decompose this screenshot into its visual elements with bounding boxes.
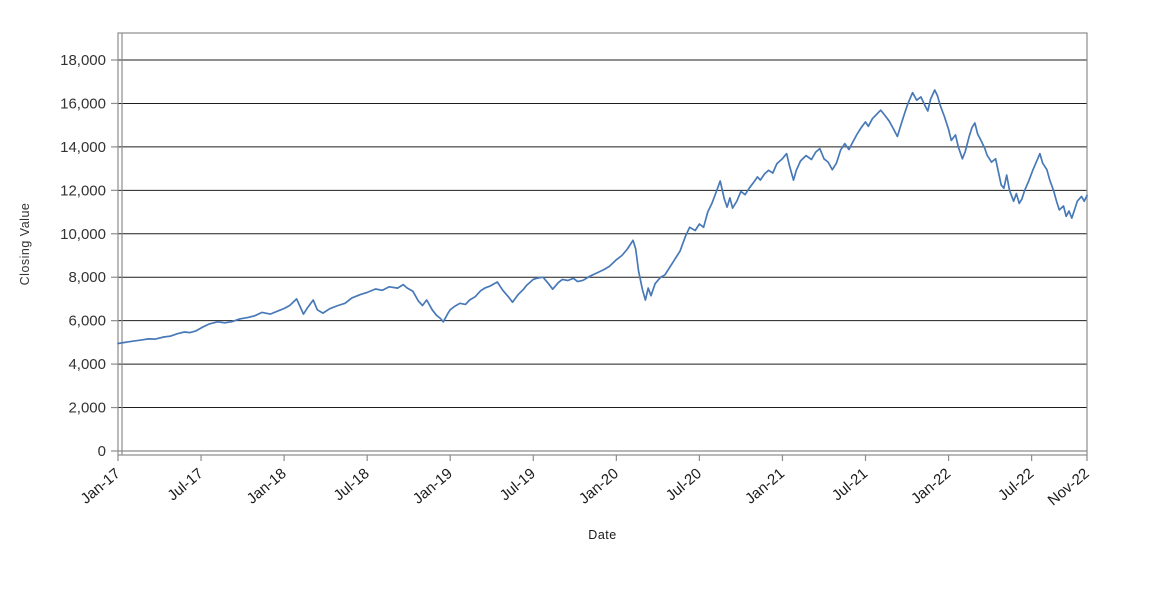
- x-tick-label: Jul-19: [497, 465, 539, 504]
- x-tick-label: Nov-22: [1045, 465, 1093, 509]
- y-tick-label: 4,000: [68, 356, 106, 373]
- plot-frame: [117, 32, 1088, 456]
- x-tick-label: Jan-18: [244, 465, 290, 508]
- series-line-closing-value: [117, 89, 1088, 345]
- y-tick-label: 6,000: [68, 313, 106, 330]
- y-tick-label: 0: [98, 443, 106, 460]
- y-tick-label: 14,000: [60, 139, 106, 156]
- y-axis: 0 2,000 4,000 6,000 8,000 10,000 12,000 14,000 1…: [60, 52, 118, 460]
- gridlines: [118, 59, 1087, 409]
- x-tick-label: Jan-17: [78, 465, 124, 508]
- y-tick-label: 12,000: [60, 182, 106, 199]
- y-axis-title: Closing Value: [18, 202, 32, 286]
- x-tick-label: Jul-18: [331, 465, 373, 504]
- x-tick-label: Jul-20: [663, 465, 705, 504]
- y-tick-label: 10,000: [60, 226, 106, 243]
- x-axis-title: Date: [588, 528, 617, 542]
- plot-border: [117, 32, 1088, 456]
- x-tick-label: Jul-17: [164, 465, 206, 504]
- x-tick-label: Jan-20: [576, 465, 622, 508]
- y-tick-label: 18,000: [60, 52, 106, 69]
- y-tick-label: 2,000: [68, 400, 106, 417]
- x-tick-label: Jan-22: [908, 465, 954, 508]
- x-axis: Jan-17 Jul-17 Jan-18 Jul-18 Jan-19 Jul-19 Jan-…: [78, 455, 1093, 509]
- y-tick-label: 8,000: [68, 269, 106, 286]
- y-tick-label: 16,000: [60, 95, 106, 112]
- x-tick-label: Jul-21: [829, 465, 871, 504]
- x-tick-label: Jul-22: [995, 465, 1037, 504]
- x-tick-label: Jan-19: [410, 465, 456, 508]
- x-tick-label: Jan-21: [742, 465, 788, 508]
